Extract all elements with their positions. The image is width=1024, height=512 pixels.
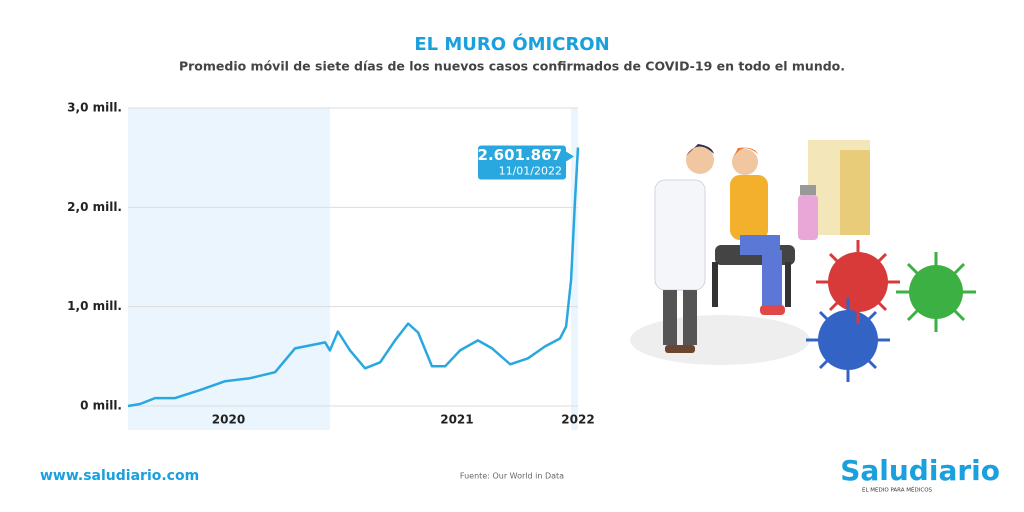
annotation-date: 11/01/2022 [499,165,562,178]
x-tick-label: 2020 [212,413,245,427]
annotation-pointer [566,151,574,162]
annotation-box [478,145,566,180]
website: www.saludiario.com [40,468,199,484]
chart-subtitle: Promedio móvil de siete días de los nuev… [179,59,845,74]
year-band [128,108,330,430]
chart-title: EL MURO ÓMICRON [414,33,609,55]
x-tick-label: 2022 [561,413,594,427]
annotation-value: 2.601.867 [478,146,562,164]
y-tick-label: 3,0 mill. [67,101,122,115]
y-tick-label: 2,0 mill. [67,200,122,214]
source: Fuente: Our World in Data [460,472,564,481]
year-band [571,108,578,430]
brand-tagline: EL MEDIO PARA MÉDICOS [862,486,933,494]
y-tick-label: 0 mill. [80,399,122,413]
y-tick-label: 1,0 mill. [67,299,122,313]
illustration [630,140,976,382]
brand-logo: Saludiario [840,454,1000,487]
x-tick-label: 2021 [440,413,473,427]
data-line [127,147,580,408]
